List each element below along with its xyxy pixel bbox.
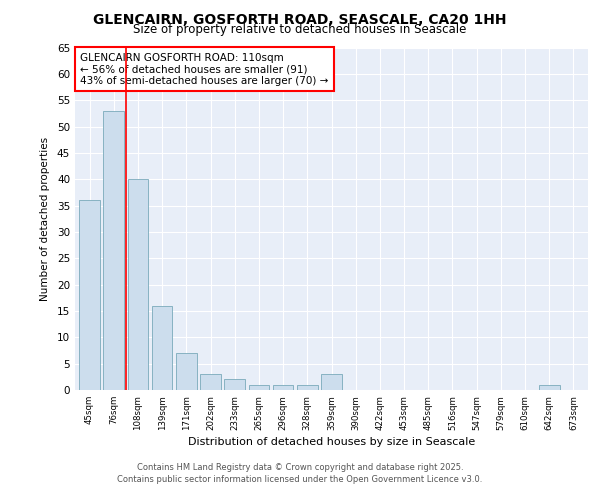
X-axis label: Distribution of detached houses by size in Seascale: Distribution of detached houses by size …	[188, 436, 475, 446]
Bar	[79, 200, 100, 390]
Bar	[200, 374, 221, 390]
Text: GLENCAIRN GOSFORTH ROAD: 110sqm
← 56% of detached houses are smaller (91)
43% of: GLENCAIRN GOSFORTH ROAD: 110sqm ← 56% of…	[80, 52, 329, 86]
Bar	[152, 306, 172, 390]
Text: Size of property relative to detached houses in Seascale: Size of property relative to detached ho…	[133, 22, 467, 36]
Text: GLENCAIRN, GOSFORTH ROAD, SEASCALE, CA20 1HH: GLENCAIRN, GOSFORTH ROAD, SEASCALE, CA20…	[93, 12, 507, 26]
Bar	[128, 179, 148, 390]
Bar	[539, 384, 560, 390]
Bar	[321, 374, 342, 390]
Bar	[297, 384, 317, 390]
Text: Contains public sector information licensed under the Open Government Licence v3: Contains public sector information licen…	[118, 474, 482, 484]
Bar	[224, 380, 245, 390]
Bar	[176, 353, 197, 390]
Bar	[103, 110, 124, 390]
Y-axis label: Number of detached properties: Number of detached properties	[40, 136, 50, 301]
Text: Contains HM Land Registry data © Crown copyright and database right 2025.: Contains HM Land Registry data © Crown c…	[137, 464, 463, 472]
Bar	[248, 384, 269, 390]
Bar	[273, 384, 293, 390]
